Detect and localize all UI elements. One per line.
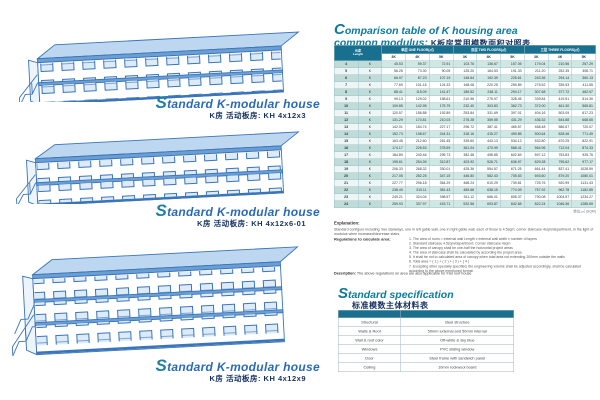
description-wrap: Description: The above regulations on ar…: [334, 271, 596, 276]
table-row: 7 K 77.69 101.16 124.33 168.08 220.25 259.89 275…: [334, 81, 596, 89]
building-caption-1: Standard K-modular house K房 活动板房: KH 4x1…: [40, 94, 320, 120]
subcol: 3K: [524, 53, 549, 61]
explanation: Explanation: Standard configure includin…: [334, 218, 596, 237]
table-row: 16 K 174.17 226.53 278.59 361.04 470.99 568.41 5…: [334, 144, 596, 152]
subcol: 5K: [571, 53, 596, 61]
description-body: The above regulations on area are also a…: [356, 271, 472, 276]
table-row: 4 K 45.53 59.37 72.91 103.76 136.67 157.05 179.0…: [334, 60, 596, 68]
regulation-item: 1. The area of room = external wall Leng…: [409, 237, 537, 242]
table-row: 10 K 109.85 142.95 175.75 232.40 303.83 362.73 3…: [334, 102, 596, 110]
building-title: Standard K-modular house: [155, 201, 320, 220]
regulations-label: Regulations to calculate area:: [334, 237, 391, 242]
specification-title: Standard specification 标准模数主体材料表: [338, 285, 454, 310]
table-row: 15 K 163.45 212.60 261.45 339.60 443.13 534.13 5…: [334, 137, 596, 145]
explanation-body: Standard configure including: two stairw…: [334, 227, 594, 236]
comparison-title-cn: K板房常用模数面积对照表: [430, 38, 531, 48]
area-comparison-table: 长度 Length 单层 ONE FLOOR(㎡) 双层 TWO FLOORS(…: [333, 45, 596, 208]
right-panel: Comparison table of K housing area commo…: [333, 21, 596, 398]
subcol: 4K: [476, 53, 501, 61]
spec-header-row: [338, 310, 514, 318]
regulation-item: 4. The area of staircase shall be calcul…: [409, 251, 522, 255]
building-caption-3: Standard K-modular house K房 活动板房: KH 4x1…: [40, 357, 320, 383]
table-row: 19 K 206.33 268.32 330.01 425.36 554.57 671.25 6…: [334, 165, 596, 173]
building-title: Standard K-modular house: [155, 356, 320, 375]
unit-note: 单位:㎡ (SQM): [573, 210, 596, 214]
building-caption-2: Standard K-modular house K房 活动板房: KH 4x1…: [40, 202, 320, 228]
explanation-wrap: Explanation: Standard configure includin…: [334, 218, 596, 237]
table-row: 8 K 88.41 115.09 141.47 189.52 248.11 294.17 307…: [334, 88, 596, 96]
table-row: 13 K 142.01 184.74 227.17 296.72 387.41 465.57 4…: [334, 123, 596, 131]
table-row: 24 K 259.93 337.97 415.71 532.56 693.87 842.65 8…: [334, 200, 596, 208]
subcol: 5K: [500, 53, 525, 61]
subcol: 4K: [405, 53, 430, 61]
table-row: 23 K 249.21 324.04 398.57 511.12 666.01 808.37 7…: [334, 193, 596, 201]
regulation-item: 7. Excepting other specially specified, …: [409, 264, 582, 273]
spec-row: Wall & roof color Off-white & sky blue: [338, 335, 514, 345]
description-line: Description: The above regulations on ar…: [334, 271, 596, 276]
specification-title-cn: 标准模数主体材料表: [352, 300, 429, 310]
area-table-wrap: 长度 Length 单层 ONE FLOOR(㎡) 双层 TWO FLOORS(…: [333, 45, 596, 214]
table-row: 21 K 227.77 296.18 364.29 468.24 610.29 739.81 7…: [334, 179, 596, 187]
building-drawing-2: [16, 131, 300, 204]
subcol: 3K: [381, 53, 406, 61]
specification-table: Structural steel structure Walls & Roof 50m…: [338, 310, 514, 372]
area-table-head: 长度 Length 单层 ONE FLOOR(㎡) 双层 TWO FLOORS(…: [333, 45, 596, 61]
subcol: 3K: [452, 53, 478, 61]
corner-header: 长度 Length: [333, 45, 383, 61]
building-drawing-3: [11, 246, 299, 356]
table-row: 17 K 184.89 240.46 295.73 382.48 498.85 602.69 5…: [334, 151, 596, 159]
regulation-item: 6. Total area = ( 1 ) + ( 2 ) + ( 3 ) + …: [409, 260, 470, 264]
spec-table-body: Structural steel structure Walls & Roof 50m…: [338, 310, 514, 372]
building-title: Standard K-modular house: [155, 93, 320, 112]
group-header-one-floor: 单层 ONE FLOOR(㎡): [381, 45, 454, 54]
description-label: Description:: [334, 271, 356, 276]
subcol: 4K: [547, 53, 573, 61]
regulations-list: 1. The area of room = external wall Leng…: [409, 237, 596, 273]
table-row: 11 K 120.57 156.88 192.89 253.84 331.69 397.01 4…: [334, 109, 596, 117]
table-row: 14 K 152.73 198.67 244.31 318.16 415.27 499.85 5…: [334, 130, 596, 138]
building-subtitle: K房 活动板房: KH 4x12x9: [209, 373, 306, 383]
spec-row: Structural steel structure: [338, 317, 514, 327]
regulation-item: 2. Standard staircase 4.5sqm/department;…: [409, 242, 511, 246]
regulation-item: 5. It shall be not to calculated area of…: [409, 255, 565, 260]
regulations: Regulations to calculate area: 1. The ar…: [334, 237, 596, 273]
table-row: 6 K 66.97 87.23 107.19 146.64 192.39 225.61 243.…: [334, 74, 596, 82]
table-row: 18 K 195.61 254.39 312.87 403.92 526.71 636.97 6…: [334, 158, 596, 166]
area-table-body: 4 K 45.53 59.37 72.91 103.76 136.67 157.05 179.0…: [334, 60, 596, 208]
table-row: 9 K 99.13 129.02 158.61 210.96 275.97 328.45 339…: [334, 95, 596, 103]
group-header-two-floors: 双层 TWO FLOORS(㎡): [452, 45, 525, 54]
subcol: 5K: [429, 53, 454, 61]
comparison-title: Comparison table of K housing area commo…: [334, 21, 531, 49]
spec-row: Ceiling 10mm rockwool board: [338, 362, 514, 372]
group-header-three-floors: 三层 THREE FLOORS(㎡): [524, 45, 596, 54]
table-row: 22 K 238.49 310.11 381.43 489.68 638.15 774.09 7…: [334, 186, 596, 194]
table-row: 5 K 56.25 73.30 90.05 125.20 164.53 191.33 211.2…: [334, 67, 596, 75]
spec-row: Walls & Roof 50mm external and 50mm inter…: [338, 326, 514, 336]
spec-row: Windows PVC sliding window: [338, 344, 514, 354]
subcol-header-row: 3K 4K 5K 3K 4K 5K 3K 4K 5K: [334, 53, 596, 61]
regulation-item: 3. The area of canopy shall be one-half …: [409, 246, 513, 251]
explanation-label: Explanation:: [334, 220, 360, 226]
table-row: 12 K 131.29 170.81 210.03 275.28 359.55 431.29 4…: [334, 116, 596, 124]
spec-table-wrap: Structural steel structure Walls & Roof 50m…: [338, 310, 514, 372]
spec-row: Door Steel frame with sandwich panel: [338, 353, 514, 363]
regulations-wrap: Regulations to calculate area: 1. The ar…: [334, 237, 596, 273]
building-drawing-1: [19, 31, 300, 102]
building-subtitle: K房 活动板房: KH 4x12x6-01: [197, 218, 306, 228]
table-row: 20 K 217.05 282.25 347.15 446.80 582.43 705.53 6…: [334, 172, 596, 180]
building-subtitle: K房 活动板房: KH 4x12x3: [209, 110, 306, 120]
